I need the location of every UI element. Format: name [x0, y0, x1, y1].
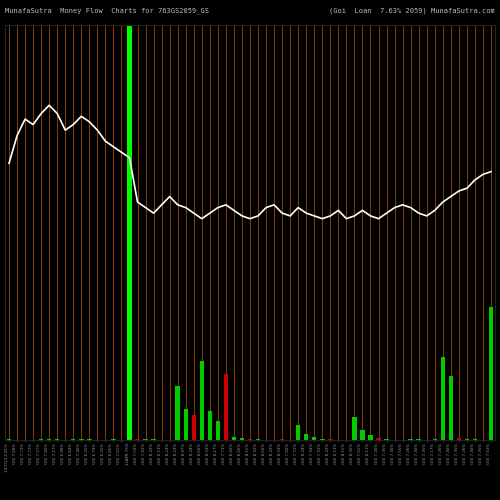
Bar	[7, 439, 11, 440]
Bar	[208, 411, 212, 440]
Bar	[200, 361, 204, 440]
Bar	[184, 409, 188, 440]
Text: MunafaSutra  Money Flow  Charts for 763GS2059_GS: MunafaSutra Money Flow Charts for 763GS2…	[5, 8, 209, 14]
Bar	[192, 415, 196, 440]
Bar	[128, 25, 132, 440]
Bar	[224, 374, 228, 440]
Bar	[248, 439, 252, 440]
Bar	[360, 430, 364, 440]
Bar	[79, 439, 84, 440]
Bar	[47, 439, 52, 440]
Bar	[71, 439, 76, 440]
Bar	[144, 439, 148, 440]
Bar	[376, 438, 380, 440]
Text: (Goi  Loan  7.63% 2059) MunafaSutra.com: (Goi Loan 7.63% 2059) MunafaSutra.com	[329, 8, 495, 14]
Bar	[440, 357, 445, 440]
Bar	[304, 434, 308, 440]
Bar	[448, 376, 453, 440]
Bar	[384, 439, 389, 440]
Bar	[320, 439, 324, 440]
Bar	[296, 426, 300, 440]
Bar	[368, 435, 372, 440]
Bar	[232, 436, 236, 440]
Bar	[456, 438, 461, 440]
Bar	[312, 437, 316, 440]
Bar	[489, 307, 493, 440]
Bar	[176, 386, 180, 440]
Bar	[464, 439, 469, 440]
Bar	[216, 422, 220, 440]
Bar	[136, 439, 140, 440]
Bar	[240, 438, 244, 440]
Bar	[39, 439, 44, 440]
Bar	[352, 417, 356, 440]
Bar	[408, 439, 413, 440]
